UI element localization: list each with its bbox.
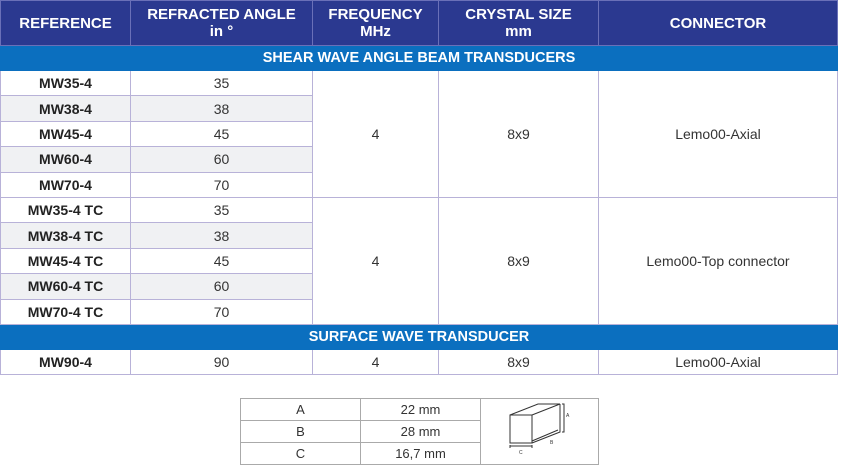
dimension-row: B 28 mm	[240, 420, 599, 443]
section-band: SURFACE WAVE TRANSDUCER	[0, 323, 838, 350]
transducer-table: REFERENCE REFRACTED ANGLE in ° FREQUENCY M…	[0, 0, 838, 376]
table-row: MW90-4 90 4 8x9 Lemo00-Axial	[0, 348, 838, 376]
table-row: MW38-4 38	[0, 95, 838, 122]
table-row: MW70-4 70	[0, 171, 838, 198]
header-reference: REFERENCE	[0, 0, 131, 46]
svg-text:B: B	[550, 440, 554, 446]
angle-cell: 38	[130, 95, 313, 122]
reference-cell: MW90-4	[0, 348, 131, 376]
connector-cell: Lemo00-Top connector	[598, 196, 838, 325]
angle-cell: 60	[130, 273, 313, 300]
reference-cell: MW45-4	[0, 120, 131, 148]
dimension-label: C	[240, 442, 361, 465]
table-row: MW45-4 45	[0, 120, 838, 148]
crystal-cell: 8x9	[438, 70, 599, 198]
table-row: MW45-4 TC 45	[0, 247, 838, 275]
section-title: SURFACE WAVE TRANSDUCER	[0, 323, 838, 350]
table-row: MW70-4 TC 70	[0, 298, 838, 325]
reference-cell: MW60-4 TC	[0, 273, 131, 300]
svg-text:A: A	[566, 413, 570, 419]
reference-cell: MW60-4	[0, 146, 131, 173]
connector-cell: Lemo00-Axial	[598, 70, 838, 198]
svg-text:C: C	[519, 450, 523, 456]
angle-cell: 38	[130, 222, 313, 249]
angle-cell: 45	[130, 120, 313, 148]
header-frequency: FREQUENCY MHz	[312, 0, 439, 46]
reference-cell: MW70-4 TC	[0, 298, 131, 325]
reference-cell: MW45-4 TC	[0, 247, 131, 275]
dimension-label: A	[240, 398, 361, 421]
reference-cell: MW38-4	[0, 95, 131, 122]
header-connector: CONNECTOR	[598, 0, 838, 46]
connector-cell: Lemo00-Axial	[598, 348, 838, 376]
crystal-cell: 8x9	[438, 196, 599, 325]
crystal-cell: 8x9	[438, 348, 599, 376]
reference-cell: MW38-4 TC	[0, 222, 131, 249]
section-title: SHEAR WAVE ANGLE BEAM TRANSDUCERS	[0, 45, 838, 71]
angle-cell: 35	[130, 196, 313, 224]
angle-cell: 45	[130, 247, 313, 275]
header-row: REFERENCE REFRACTED ANGLE in ° FREQUENCY M…	[0, 0, 838, 46]
dimension-diagram: A B C	[480, 398, 599, 465]
header-angle: REFRACTED ANGLE in °	[130, 0, 313, 46]
dimension-value: 16,7 mm	[360, 442, 481, 465]
angle-cell: 90	[130, 348, 313, 376]
angle-cell: 35	[130, 69, 313, 97]
dimension-row: A 22 mm A B C	[240, 398, 599, 465]
dimension-row: C 16,7 mm	[240, 442, 599, 465]
reference-cell: MW70-4	[0, 171, 131, 198]
frequency-cell: 4	[312, 70, 439, 198]
reference-cell: MW35-4 TC	[0, 196, 131, 224]
dimensions-table: A 22 mm A B C B 28 mm C 16,7 mm	[240, 398, 599, 465]
header-crystal: CRYSTAL SIZE mm	[438, 0, 599, 46]
angle-cell: 70	[130, 171, 313, 198]
frequency-cell: 4	[312, 348, 439, 376]
table-row: MW35-4 TC 35 4 8x9 Lemo00-Top connector	[0, 196, 838, 325]
dimension-value: 22 mm	[360, 398, 481, 421]
angle-cell: 70	[130, 298, 313, 325]
transducer-diagram-icon: A B C	[509, 403, 570, 456]
table-row: MW60-4 60	[0, 146, 838, 173]
table-row: MW38-4 TC 38	[0, 222, 838, 249]
section-band: SHEAR WAVE ANGLE BEAM TRANSDUCERS	[0, 45, 838, 71]
angle-cell: 60	[130, 146, 313, 173]
dimension-label: B	[240, 420, 361, 443]
reference-cell: MW35-4	[0, 69, 131, 97]
table-row: MW35-4 35 4 8x9 Lemo00-Axial	[0, 69, 838, 198]
frequency-cell: 4	[312, 196, 439, 325]
table-row: MW60-4 TC 60	[0, 273, 838, 300]
dimension-value: 28 mm	[360, 420, 481, 443]
